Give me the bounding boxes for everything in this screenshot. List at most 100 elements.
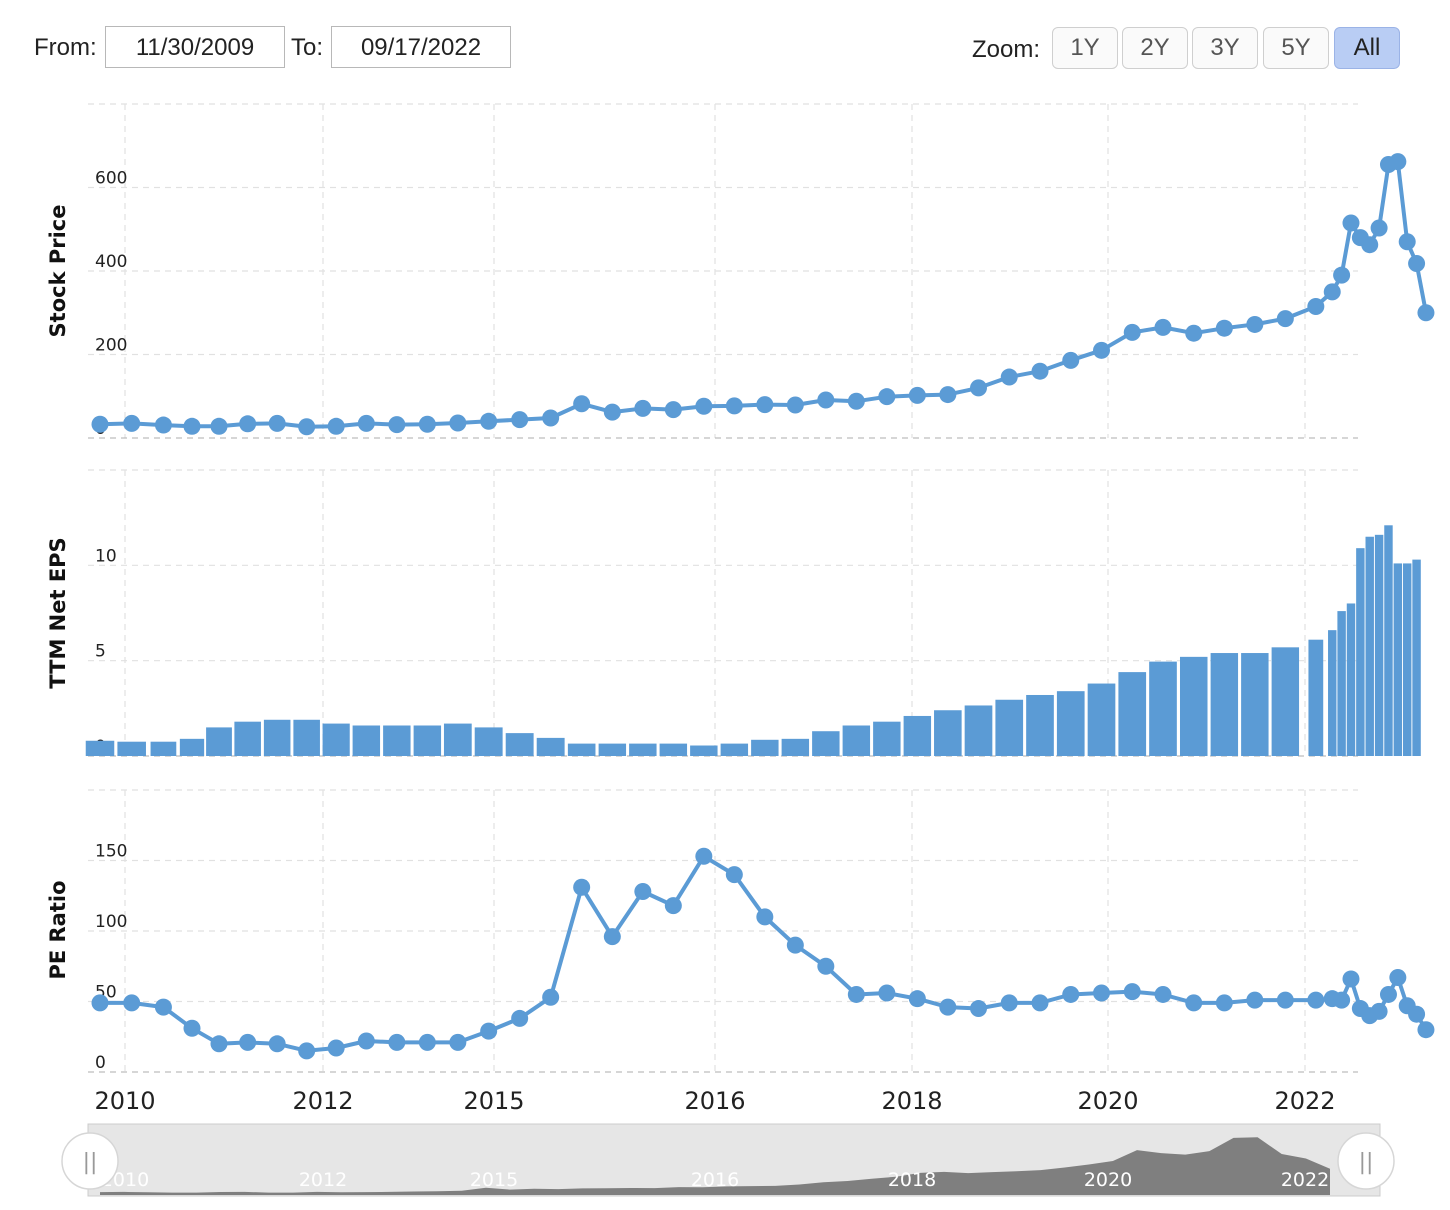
data-point bbox=[634, 883, 652, 901]
eps-bar bbox=[873, 721, 901, 756]
x-tick-label: 2012 bbox=[292, 1087, 353, 1115]
y-tick-label: 400 bbox=[95, 252, 127, 272]
data-point bbox=[908, 990, 926, 1008]
data-point bbox=[847, 985, 865, 1003]
data-point bbox=[239, 1033, 257, 1051]
eps-bar bbox=[964, 705, 993, 756]
x-tick-label: 2016 bbox=[684, 1087, 745, 1115]
navigator-tick-label: 2020 bbox=[1084, 1169, 1132, 1191]
eps-bar bbox=[383, 725, 411, 756]
eps-bar bbox=[1308, 639, 1324, 756]
data-point bbox=[1123, 983, 1141, 1001]
eps-bar bbox=[842, 725, 871, 756]
data-point bbox=[1031, 994, 1049, 1012]
eps-bar bbox=[234, 721, 261, 756]
zoom-2y-button[interactable]: 2Y bbox=[1122, 27, 1188, 69]
handle-knob bbox=[1337, 1132, 1395, 1190]
data-point bbox=[1062, 351, 1080, 369]
data-point bbox=[1123, 323, 1141, 341]
data-point bbox=[1185, 324, 1203, 342]
data-point bbox=[449, 1033, 467, 1051]
y-axis-title: PE Ratio bbox=[46, 880, 70, 979]
data-point bbox=[878, 388, 896, 406]
data-point bbox=[817, 957, 835, 975]
data-point bbox=[1333, 991, 1351, 1009]
data-point bbox=[786, 936, 804, 954]
eps-bar bbox=[659, 743, 688, 756]
data-point bbox=[603, 928, 621, 946]
data-point bbox=[664, 897, 682, 915]
to-date-input[interactable]: 09/17/2022 bbox=[331, 26, 511, 68]
eps-bar bbox=[117, 741, 146, 756]
eps-bar bbox=[1087, 683, 1116, 756]
from-date-input[interactable]: 11/30/2009 bbox=[105, 26, 285, 68]
data-point bbox=[1031, 362, 1049, 380]
zoom-all-button[interactable]: All bbox=[1334, 27, 1400, 69]
y-axis-title: TTM Net EPS bbox=[46, 537, 70, 688]
eps-bar bbox=[1026, 694, 1054, 756]
eps-bar bbox=[1210, 653, 1239, 756]
data-point bbox=[388, 416, 406, 434]
data-point bbox=[357, 1032, 375, 1050]
eps-bar bbox=[1346, 603, 1356, 756]
zoom-5y-button[interactable]: 5Y bbox=[1263, 27, 1329, 69]
eps-bar bbox=[781, 738, 810, 756]
data-point bbox=[388, 1033, 406, 1051]
eps-bar bbox=[505, 733, 534, 756]
data-point bbox=[695, 397, 713, 415]
navigator-tick-label: 2018 bbox=[888, 1169, 936, 1191]
y-tick-label: 5 bbox=[95, 642, 106, 662]
data-point bbox=[1342, 214, 1360, 232]
data-point bbox=[91, 415, 109, 433]
data-point bbox=[1246, 315, 1264, 333]
data-point bbox=[511, 1009, 529, 1027]
series-line bbox=[100, 854, 1428, 1053]
eps-bar bbox=[443, 723, 472, 756]
navigator-right-handle[interactable]: || bbox=[1337, 1132, 1395, 1190]
data-point bbox=[970, 1000, 987, 1018]
data-point bbox=[878, 984, 896, 1002]
x-tick-label: 2010 bbox=[94, 1087, 155, 1115]
data-point bbox=[1276, 310, 1294, 328]
data-point bbox=[573, 878, 591, 896]
eps-bar bbox=[720, 743, 749, 756]
data-point bbox=[1361, 236, 1379, 254]
y-axis-title: Stock Price bbox=[46, 205, 70, 338]
y-tick-label: 100 bbox=[95, 912, 127, 932]
data-point bbox=[357, 414, 375, 432]
data-point bbox=[327, 417, 345, 435]
eps-bar bbox=[995, 699, 1024, 756]
eps-bar bbox=[1149, 661, 1177, 756]
navigator-tick-label: 2012 bbox=[299, 1169, 347, 1191]
eps-bar bbox=[150, 741, 177, 756]
data-point bbox=[268, 414, 286, 432]
eps-bar bbox=[536, 737, 565, 756]
data-point bbox=[725, 866, 743, 884]
data-point bbox=[91, 994, 109, 1012]
navigator-left-handle[interactable]: || bbox=[61, 1132, 119, 1190]
x-tick-label: 2022 bbox=[1274, 1087, 1335, 1115]
eps-bar bbox=[293, 719, 320, 756]
data-point bbox=[695, 847, 713, 865]
navigator[interactable]: 2010 2012 2015 2016 2018 2020 2022|| || bbox=[61, 1123, 1395, 1197]
data-point bbox=[327, 1039, 345, 1057]
eps-bar bbox=[1328, 630, 1337, 756]
data-point bbox=[817, 391, 835, 409]
data-point bbox=[1389, 969, 1407, 987]
data-point bbox=[1342, 970, 1360, 988]
data-point bbox=[1154, 985, 1172, 1003]
data-point bbox=[123, 994, 141, 1012]
eps-bar bbox=[85, 740, 115, 756]
data-point bbox=[939, 998, 957, 1016]
data-point bbox=[1154, 318, 1172, 336]
eps-bar bbox=[1374, 534, 1384, 756]
to-label: To: bbox=[291, 34, 324, 61]
data-point bbox=[154, 416, 172, 434]
data-point bbox=[210, 1035, 228, 1053]
zoom-1y-button[interactable]: 1Y bbox=[1052, 27, 1118, 69]
x-tick-label: 2018 bbox=[881, 1087, 942, 1115]
eps-bar bbox=[1365, 536, 1374, 756]
series-line bbox=[99, 159, 1428, 429]
x-tick-label: 2020 bbox=[1077, 1087, 1138, 1115]
zoom-3y-button[interactable]: 3Y bbox=[1192, 27, 1258, 69]
